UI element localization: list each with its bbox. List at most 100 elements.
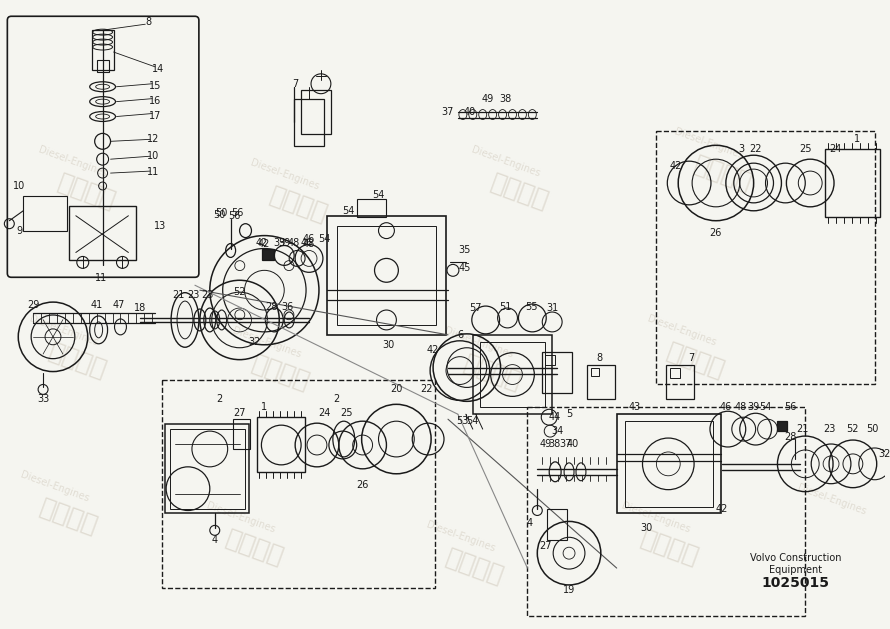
Bar bbox=[587, 365, 615, 399]
Bar bbox=[69, 206, 136, 260]
Text: 紫发动力: 紫发动力 bbox=[54, 170, 119, 213]
Bar bbox=[473, 335, 552, 415]
Bar bbox=[23, 196, 67, 231]
Text: 42: 42 bbox=[716, 504, 728, 513]
Text: 49: 49 bbox=[481, 94, 494, 104]
Text: 42: 42 bbox=[670, 161, 683, 171]
Text: 紫发动力: 紫发动力 bbox=[443, 545, 507, 588]
Text: 4: 4 bbox=[212, 535, 218, 545]
Text: 8: 8 bbox=[145, 17, 151, 27]
Text: 紫发动力: 紫发动力 bbox=[45, 339, 110, 382]
Text: 紫发动力: 紫发动力 bbox=[222, 526, 287, 569]
Text: 54: 54 bbox=[466, 416, 479, 426]
Text: 56: 56 bbox=[784, 403, 797, 412]
Text: 41: 41 bbox=[91, 300, 102, 310]
Text: 33: 33 bbox=[37, 394, 49, 404]
Bar bbox=[232, 419, 250, 449]
Text: 30: 30 bbox=[640, 523, 652, 533]
Text: 40: 40 bbox=[567, 439, 579, 449]
Text: 27: 27 bbox=[233, 408, 246, 418]
Text: 50: 50 bbox=[867, 424, 879, 434]
Text: 28: 28 bbox=[265, 302, 278, 312]
Text: 54: 54 bbox=[343, 206, 355, 216]
Bar bbox=[657, 131, 875, 384]
Text: 20: 20 bbox=[390, 384, 402, 394]
Text: 紫发动力: 紫发动力 bbox=[36, 495, 101, 538]
Text: 29: 29 bbox=[27, 300, 39, 310]
Text: 24: 24 bbox=[319, 408, 331, 418]
Bar bbox=[327, 216, 446, 335]
Text: 7: 7 bbox=[292, 79, 298, 89]
Text: 39: 39 bbox=[278, 238, 290, 248]
Text: 36: 36 bbox=[281, 302, 294, 312]
Text: 32: 32 bbox=[878, 449, 890, 459]
Text: 49: 49 bbox=[539, 439, 552, 449]
Text: 17: 17 bbox=[149, 111, 161, 121]
Text: 32: 32 bbox=[248, 337, 261, 347]
Bar bbox=[546, 355, 555, 365]
Text: 30: 30 bbox=[383, 340, 394, 350]
Text: Diesel-Engines: Diesel-Engines bbox=[36, 145, 109, 179]
Text: 43: 43 bbox=[628, 403, 641, 412]
Text: 10: 10 bbox=[147, 151, 159, 161]
Bar bbox=[336, 226, 436, 325]
Text: 22: 22 bbox=[420, 384, 433, 394]
Text: Diesel-Engines: Diesel-Engines bbox=[248, 157, 320, 192]
Text: 46: 46 bbox=[301, 238, 313, 248]
Text: 27: 27 bbox=[539, 541, 552, 551]
Text: Diesel-Engines: Diesel-Engines bbox=[619, 501, 692, 535]
Text: Diesel-Engines: Diesel-Engines bbox=[205, 501, 276, 535]
Text: 10: 10 bbox=[13, 181, 26, 191]
Text: 2: 2 bbox=[216, 394, 222, 404]
Text: Diesel-Engines: Diesel-Engines bbox=[28, 314, 100, 348]
Text: 56: 56 bbox=[229, 211, 241, 221]
Text: 28: 28 bbox=[784, 432, 797, 442]
Text: Diesel-Engines: Diesel-Engines bbox=[443, 326, 514, 360]
Text: 21: 21 bbox=[172, 290, 184, 300]
Text: 12: 12 bbox=[147, 135, 159, 144]
Text: Diesel-Engines: Diesel-Engines bbox=[673, 126, 744, 160]
Text: 40: 40 bbox=[464, 106, 476, 116]
Text: 19: 19 bbox=[563, 585, 575, 595]
Text: 5: 5 bbox=[566, 409, 572, 420]
Text: 53: 53 bbox=[457, 416, 469, 426]
Text: 1: 1 bbox=[854, 135, 860, 144]
Text: 1: 1 bbox=[262, 403, 267, 412]
Bar bbox=[257, 417, 305, 472]
Bar bbox=[547, 508, 567, 540]
Text: 22: 22 bbox=[749, 144, 762, 154]
Text: 48: 48 bbox=[734, 403, 747, 412]
Bar bbox=[825, 149, 879, 217]
Text: 46: 46 bbox=[720, 403, 732, 412]
Text: 47: 47 bbox=[112, 300, 125, 310]
Text: 48: 48 bbox=[303, 238, 315, 248]
Text: 39: 39 bbox=[273, 238, 286, 248]
Bar bbox=[480, 342, 546, 408]
Text: 紫发动力: 紫发动力 bbox=[691, 152, 755, 194]
Text: 16: 16 bbox=[150, 96, 161, 106]
Text: 11: 11 bbox=[94, 273, 107, 283]
Text: 25: 25 bbox=[341, 408, 353, 418]
Bar bbox=[357, 199, 386, 217]
Text: 50: 50 bbox=[215, 208, 228, 218]
Bar bbox=[591, 367, 599, 376]
Bar bbox=[166, 424, 249, 513]
Text: 55: 55 bbox=[525, 302, 538, 312]
Bar bbox=[667, 365, 694, 399]
Bar bbox=[263, 248, 274, 260]
Bar bbox=[670, 367, 680, 377]
Text: 42: 42 bbox=[257, 238, 270, 248]
Text: 8: 8 bbox=[597, 353, 603, 363]
Text: Diesel-Engines: Diesel-Engines bbox=[646, 314, 717, 348]
Bar bbox=[625, 421, 713, 506]
Text: 38: 38 bbox=[499, 94, 512, 104]
Text: Diesel-Engines: Diesel-Engines bbox=[19, 470, 91, 504]
Text: 13: 13 bbox=[154, 221, 166, 231]
Text: 37: 37 bbox=[559, 439, 571, 449]
Text: Volvo Construction
Equipment: Volvo Construction Equipment bbox=[749, 554, 841, 575]
Text: Diesel-Engines: Diesel-Engines bbox=[425, 520, 497, 554]
Text: 紫发动力: 紫发动力 bbox=[248, 352, 313, 394]
Text: 紫发动力: 紫发动力 bbox=[637, 526, 702, 569]
Text: 37: 37 bbox=[441, 106, 454, 116]
Text: 54: 54 bbox=[372, 190, 384, 200]
